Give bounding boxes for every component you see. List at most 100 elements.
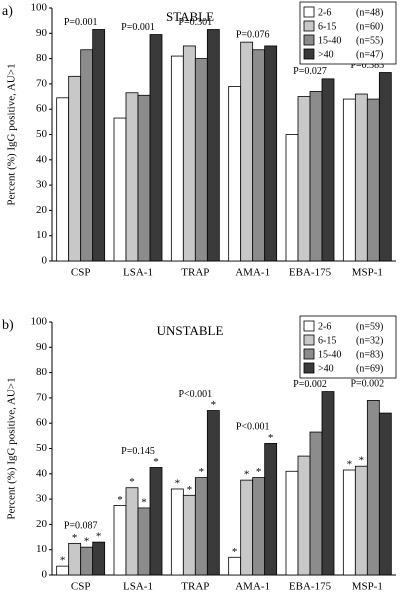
bar	[125, 487, 139, 576]
bar	[206, 29, 220, 262]
bar	[378, 72, 392, 262]
x-tick-label: LSA-1	[123, 581, 153, 593]
y-tick-label: 100	[31, 316, 48, 328]
legend-count: (n=55)	[356, 35, 383, 46]
significance-marker: *	[117, 494, 123, 506]
y-tick-label: 70	[36, 391, 48, 403]
significance-marker: *	[84, 536, 90, 548]
p-value-label: P=0.002	[293, 379, 327, 390]
legend-swatch	[303, 6, 315, 18]
y-tick-label: 50	[36, 128, 48, 140]
p-value-label: P=0.076	[236, 29, 270, 40]
bar	[354, 93, 368, 262]
significance-marker: *	[96, 531, 102, 543]
x-tick-label: LSA-1	[123, 267, 153, 279]
x-tick-label: EBA-175	[289, 581, 332, 593]
chart-title: UNSTABLE	[157, 323, 224, 338]
bar	[309, 91, 323, 262]
bar	[297, 455, 311, 576]
significance-marker: *	[359, 455, 365, 467]
legend-label: 15-40	[318, 349, 341, 360]
x-tick-label: AMA-1	[235, 267, 270, 279]
legend-label: >40	[318, 49, 334, 60]
legend-swatch	[303, 348, 315, 360]
legend-swatch	[303, 320, 315, 332]
bar	[92, 29, 106, 262]
y-tick-label: 10	[36, 229, 48, 241]
bar	[366, 98, 380, 262]
bar	[68, 75, 82, 262]
legend-label: 6-15	[318, 335, 336, 346]
significance-marker: *	[256, 466, 262, 478]
bar	[366, 400, 380, 576]
y-tick-label: 40	[36, 153, 48, 165]
legend-count: (n=48)	[356, 7, 383, 18]
y-tick-label: 60	[36, 417, 48, 429]
y-tick-label: 70	[36, 77, 48, 89]
bar	[113, 505, 127, 576]
legend-box	[299, 315, 397, 379]
significance-marker: *	[60, 555, 66, 567]
bar	[170, 488, 184, 576]
y-tick-label: 30	[36, 179, 48, 191]
p-value-label: P=0.001	[64, 17, 98, 28]
x-tick-label: TRAP	[181, 581, 209, 593]
bar	[321, 391, 335, 576]
y-tick-label: 10	[36, 543, 48, 555]
p-value-label: P=0.001	[121, 22, 155, 33]
bar	[321, 78, 335, 262]
bar	[252, 477, 266, 576]
legend-box	[299, 1, 397, 65]
legend-label: 6-15	[318, 21, 336, 32]
y-tick-label: 20	[36, 204, 48, 216]
bar	[113, 117, 127, 262]
significance-marker: *	[175, 478, 181, 490]
bar	[252, 49, 266, 262]
x-tick-label: TRAP	[181, 267, 209, 279]
y-tick-label: 80	[36, 366, 48, 378]
legend-count: (n=83)	[356, 349, 383, 360]
significance-marker: *	[211, 399, 217, 411]
y-tick-label: 50	[36, 442, 48, 454]
bar	[228, 86, 242, 262]
bar	[309, 431, 323, 576]
bar	[80, 49, 94, 262]
significance-marker: *	[129, 476, 135, 488]
significance-marker: *	[268, 432, 274, 444]
significance-marker: *	[199, 466, 205, 478]
bar	[285, 134, 299, 262]
significance-marker: *	[153, 456, 159, 468]
x-tick-label: MSP-1	[352, 267, 383, 279]
legend-count: (n=60)	[356, 21, 383, 32]
panel-label: a)	[2, 4, 13, 19]
significance-marker: *	[232, 546, 238, 558]
legend-count: (n=59)	[356, 321, 383, 332]
y-tick-label: 90	[36, 27, 48, 39]
bar	[264, 45, 278, 262]
legend-count: (n=47)	[356, 49, 383, 60]
legend-swatch	[303, 334, 315, 346]
y-tick-label: 100	[31, 2, 48, 14]
legend-swatch	[303, 34, 315, 46]
x-tick-label: CSP	[71, 581, 91, 593]
bar	[297, 96, 311, 262]
y-tick-label: 20	[36, 518, 48, 530]
p-value-label: P=0.301	[178, 17, 212, 28]
bar	[240, 41, 254, 262]
bar	[149, 467, 163, 576]
legend-label: 2-6	[318, 321, 331, 332]
p-value-label: P=0.383	[350, 60, 384, 71]
y-tick-label: 30	[36, 493, 48, 505]
bar	[378, 412, 392, 576]
bar	[240, 479, 254, 576]
y-tick-label: 80	[36, 52, 48, 64]
legend-swatch	[303, 20, 315, 32]
legend-swatch	[303, 362, 315, 374]
p-value-label: P=0.027	[293, 66, 327, 77]
y-tick-label: 0	[42, 255, 48, 267]
bar	[264, 443, 278, 576]
chart-title: STABLE	[166, 9, 214, 24]
bar	[206, 410, 220, 576]
panel-label: b)	[2, 318, 14, 333]
y-tick-label: 40	[36, 467, 48, 479]
